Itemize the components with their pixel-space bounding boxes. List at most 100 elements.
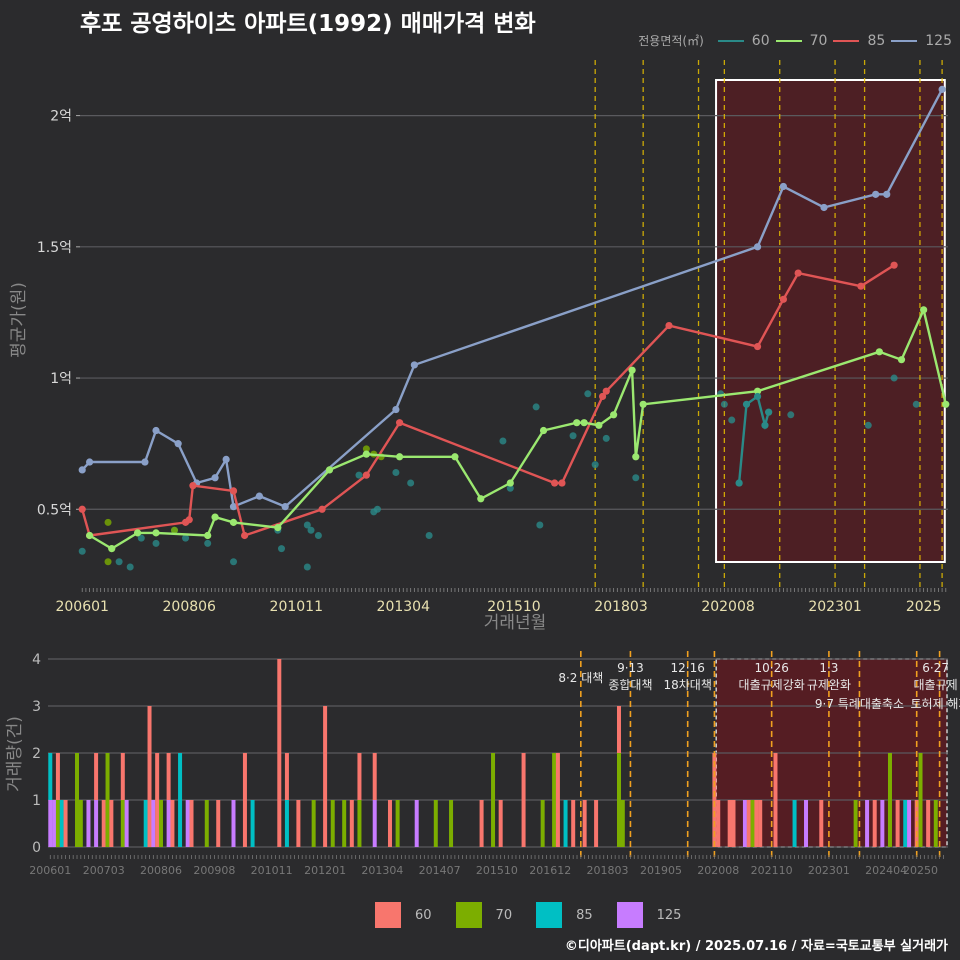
series-point-70 — [942, 400, 950, 408]
policy-label: 8·2 대책 — [558, 670, 603, 685]
x-tick-label-bottom: 201803 — [587, 864, 629, 877]
legend-item-125[interactable]: 125 — [891, 33, 952, 49]
series-point-125 — [392, 405, 400, 414]
x-tick-label: 201510 — [487, 599, 540, 615]
policy-label: 대출규제 — [914, 678, 958, 692]
bar-85 — [59, 800, 64, 847]
bar-70 — [120, 800, 125, 847]
x-tick-label-bottom: 202110 — [751, 864, 793, 877]
series-point-125 — [872, 190, 880, 198]
bar-60 — [616, 706, 621, 753]
x-tick-label-bottom: 200601 — [29, 864, 71, 877]
bar-60 — [731, 800, 736, 847]
bar-legend-item-125[interactable]: 125 — [616, 902, 681, 928]
series-point-85 — [794, 269, 802, 277]
bar-60 — [63, 800, 68, 847]
bar-125 — [52, 800, 57, 847]
bar-70 — [491, 753, 496, 847]
x-tick-label-bottom: 200806 — [140, 864, 182, 877]
series-point-70 — [274, 524, 282, 532]
bar-125 — [372, 800, 377, 847]
chart-title: 후포 공영하이츠 아파트(1992) 매매가격 변화 — [80, 11, 536, 37]
bar-60 — [120, 753, 125, 800]
policy-label: 대출규제강화 — [739, 678, 805, 692]
series-point-125 — [753, 243, 762, 251]
bar-60 — [594, 800, 599, 847]
series-point-85 — [602, 387, 610, 395]
series-point-70 — [85, 531, 94, 540]
data-point-60 — [569, 432, 577, 440]
highlight-box — [715, 79, 946, 563]
series-point-125 — [78, 466, 86, 474]
policy-label: 규제완화 — [807, 678, 851, 692]
bar-60 — [571, 800, 576, 847]
data-point-70 — [104, 558, 112, 566]
series-point-125 — [222, 455, 230, 464]
policy-label: 12·16 — [671, 661, 705, 675]
bar-70 — [552, 753, 557, 847]
data-point-60 — [506, 484, 514, 492]
series-line-85 — [81, 264, 895, 538]
bar-85 — [143, 800, 148, 847]
series-point-125 — [174, 440, 182, 448]
bar-legend-item-85[interactable]: 85 — [536, 902, 593, 928]
y-tick-label: 2억 — [50, 109, 72, 125]
data-point-70 — [362, 445, 370, 453]
series-point-125 — [883, 190, 891, 198]
bar-60 — [357, 753, 362, 800]
bar-legend-item-70[interactable]: 70 — [455, 902, 512, 928]
bar-60 — [754, 800, 759, 847]
data-point-60 — [78, 547, 86, 555]
legend-area-size: 전용면적(㎡) 60 70 85 125 — [638, 32, 952, 49]
series-point-85 — [890, 261, 898, 269]
series-point-85 — [185, 516, 193, 524]
data-point-60 — [278, 545, 285, 553]
series-point-70 — [897, 356, 906, 364]
bar-60 — [926, 800, 931, 847]
series-point-70 — [108, 545, 116, 553]
bar-60 — [296, 800, 301, 847]
x-tick-label-bottom: 20250 — [903, 864, 938, 877]
y-tick-label: 1억 — [50, 371, 72, 387]
legend-title: 전용면적(㎡) — [638, 34, 704, 48]
series-point-70 — [325, 466, 334, 474]
bar-60 — [746, 800, 751, 847]
series-point-85 — [753, 342, 762, 351]
bar-70 — [918, 753, 923, 847]
legend-item-70[interactable]: 70 — [775, 33, 827, 49]
policy-label: 9·7 특례대출축소 — [815, 697, 904, 711]
legend-item-85[interactable]: 85 — [833, 33, 885, 49]
series-point-125 — [141, 458, 149, 466]
data-point-60 — [532, 403, 540, 411]
data-point-60 — [392, 469, 400, 477]
data-point-60 — [591, 461, 599, 469]
series-point-85 — [240, 531, 249, 540]
series-point-70 — [152, 529, 160, 537]
policy-label: 9·13 — [617, 661, 644, 675]
bar-60 — [284, 753, 289, 800]
bar-60 — [479, 800, 484, 847]
policy-label: 1·3 — [819, 661, 838, 675]
series-point-125 — [229, 503, 238, 511]
x-tick-label-bottom: 201304 — [361, 864, 403, 877]
bar-70 — [55, 800, 60, 847]
series-point-125 — [820, 203, 828, 212]
series-point-70 — [539, 426, 548, 435]
y-tick-label-bottom: 1 — [32, 793, 41, 809]
bar-60 — [521, 753, 526, 847]
bar-60 — [242, 753, 247, 847]
x-tick-label-bottom: 201011 — [251, 864, 293, 877]
series-point-85 — [779, 295, 788, 303]
y-axis-title-bottom: 거래량(건) — [5, 716, 25, 792]
bar-70 — [204, 800, 209, 847]
data-point-60 — [407, 479, 415, 487]
bar-60 — [155, 753, 160, 847]
bar-60 — [170, 800, 175, 847]
policy-label: 6·27 — [922, 661, 949, 675]
bar-legend-item-60[interactable]: 60 — [375, 902, 432, 928]
data-point-60 — [602, 434, 610, 442]
series-point-70 — [920, 306, 928, 314]
data-point-60 — [230, 558, 238, 566]
data-point-60 — [584, 390, 592, 398]
legend-item-60[interactable]: 60 — [717, 33, 770, 49]
